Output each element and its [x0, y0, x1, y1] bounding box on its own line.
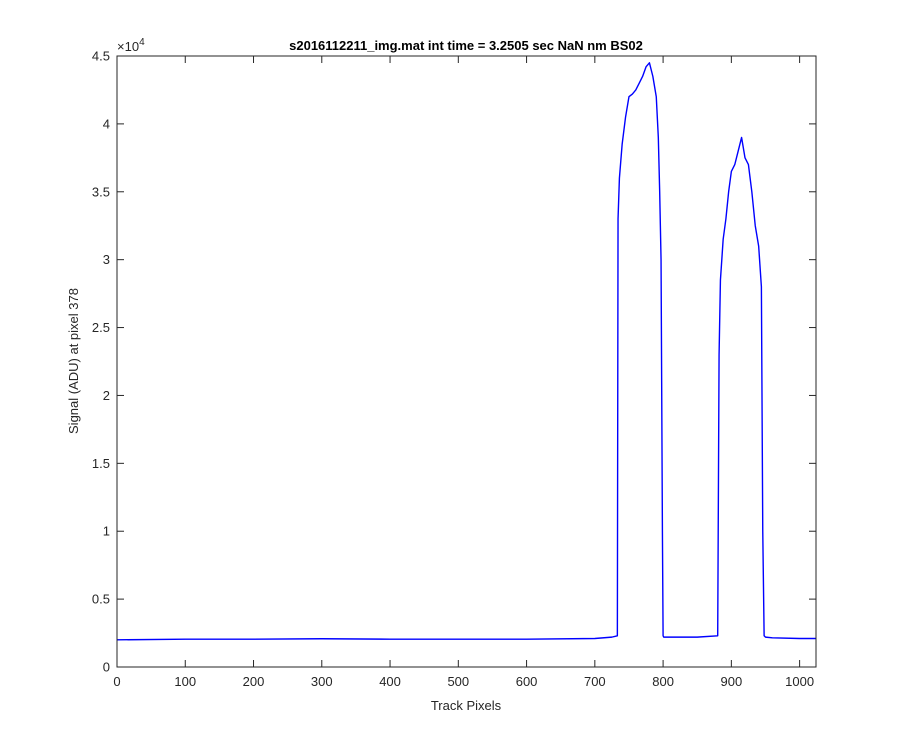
signal-line [116, 62, 816, 641]
y-tick-label: 2.5 [92, 320, 110, 335]
x-tick-label: 700 [584, 674, 606, 689]
y-axis-label: Signal (ADU) at pixel 378 [66, 288, 81, 434]
x-tick-label: 300 [311, 674, 333, 689]
x-tick-label: 400 [379, 674, 401, 689]
x-tick-label: 900 [721, 674, 743, 689]
tick-labels: 0 100 200 300 400 500 600 700 800 900 1000 0 0.5 1 1.5… [92, 49, 814, 690]
y-tick-label: 0.5 [92, 592, 110, 607]
y-exponent-power: 4 [139, 37, 145, 48]
y-tick-label: 2 [103, 388, 110, 403]
x-tick-label: 500 [447, 674, 469, 689]
y-tick-label: 3.5 [92, 184, 110, 199]
x-tick-label: 600 [516, 674, 538, 689]
x-axis-label: Track Pixels [431, 698, 502, 713]
x-tick-label: 800 [652, 674, 674, 689]
x-tick-label: 0 [113, 674, 120, 689]
y-tick-label: 4 [103, 116, 110, 131]
y-tick-label: 4.5 [92, 49, 110, 64]
axes-box [116, 55, 817, 668]
y-tick-label: 0 [103, 660, 110, 675]
y-tick-label: 1 [103, 524, 110, 539]
y-exponent-label: ×104 [117, 37, 145, 54]
x-tick-label: 100 [174, 674, 196, 689]
x-tick-label: 200 [243, 674, 265, 689]
y-exponent-base: ×10 [117, 39, 139, 54]
chart-title: s2016112211_img.mat int time = 3.2505 se… [289, 38, 643, 53]
y-tick-label: 3 [103, 252, 110, 267]
plot-area [117, 56, 816, 667]
x-tick-label: 1000 [785, 674, 814, 689]
y-tick-label: 1.5 [92, 456, 110, 471]
